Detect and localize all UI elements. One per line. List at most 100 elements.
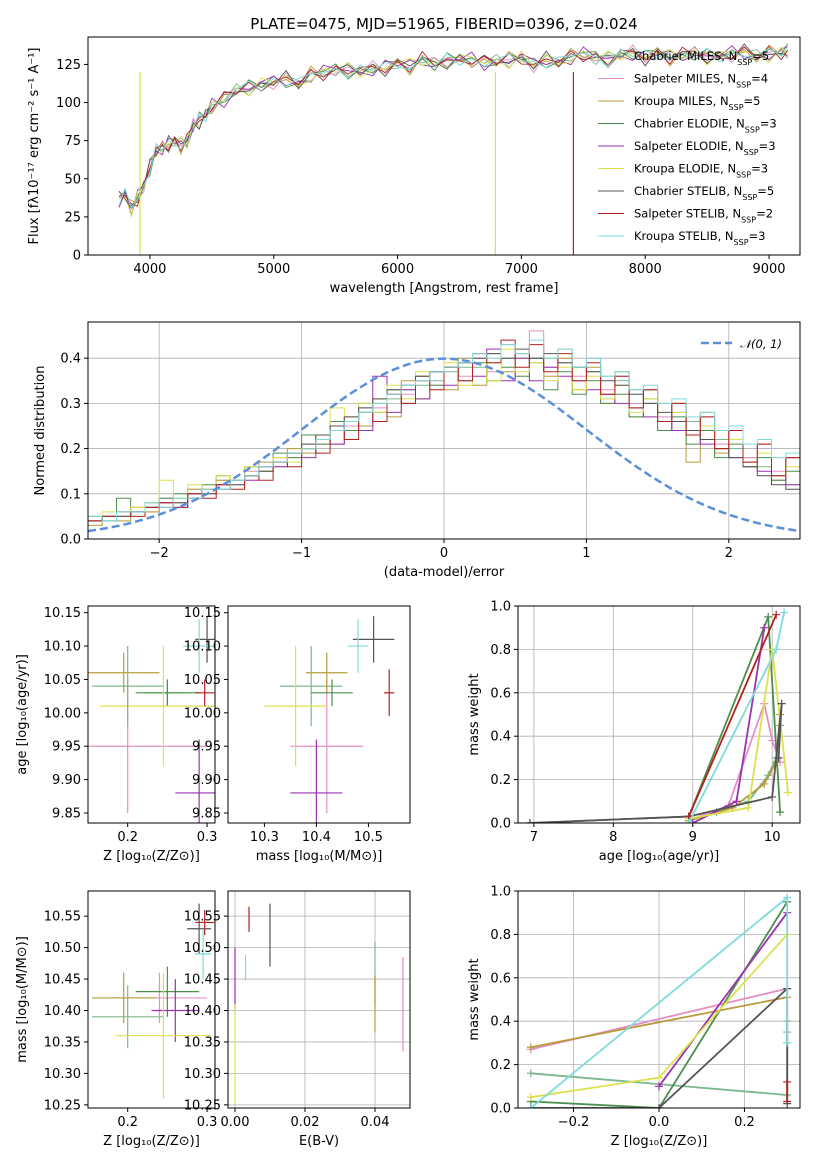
x-tick-label: 9000 [752,262,785,277]
x-axis-label: Z [log₁₀(Z/Z⊙)] [103,1134,200,1149]
y-tick-label: 0.2 [490,773,511,788]
series-line [530,996,788,1049]
y-tick-label: 9.95 [192,740,221,755]
error-bar [187,903,212,954]
x-tick-label: 10.3 [250,830,279,845]
series-marker [760,623,769,632]
error-bar [195,909,215,936]
series-marker [526,1069,535,1078]
x-tick-label: 0.3 [197,1115,218,1130]
x-axis-label: E(B-V) [299,1134,339,1149]
error-bar [280,646,343,727]
x-tick-label: 2 [725,546,733,561]
plot-area [234,903,404,1105]
error-bar [151,979,200,1042]
chart-panel-3: 0.2 0.3 9.85 9.90 9.95 10.00 10.05 10.10 10.15 Z … [15,605,218,864]
y-tick-label: 10.30 [44,1067,81,1082]
chart-panel-7: 0.00 0.02 0.04 10.25 10.30 10.35 10.40 10.45 10.… [184,890,411,1149]
axes-frame [227,605,411,824]
series-marker [655,1104,663,1108]
y-tick-label: 10.50 [44,941,81,956]
error-bar [91,972,156,1024]
spectrum-line [118,46,788,218]
series-marker [655,1073,663,1082]
y-tick-label: 1.0 [490,600,511,615]
series-marker [772,645,781,654]
y-tick-label: 10.25 [44,1098,81,1113]
legend: Chabrier MILES, NSSP=5 Salpeter MILES, NS… [598,49,777,247]
y-tick-label: 10.35 [44,1035,81,1050]
y-axis-label: mass [log₁₀(M/M⊙)] [15,936,30,1063]
y-tick-label: 0.0 [60,533,81,548]
y-tick-label: 10.15 [44,606,81,621]
series-marker [732,797,741,806]
plot-area [91,903,215,1099]
x-tick-label: 9 [689,830,697,845]
y-tick-label: 9.90 [52,773,81,788]
x-tick-label: 0.3 [197,830,218,845]
y-axis-label: Flux [fλ10⁻¹⁷ erg cm⁻² s⁻¹ A⁻¹] [27,48,42,245]
x-tick-label: 0.00 [221,1115,250,1130]
plot-area [264,616,395,823]
x-axis-label: age [log₁₀(age/yr)] [599,849,720,864]
y-tick-label: 0.8 [490,643,511,658]
error-bar [175,739,215,823]
error-bar [352,616,395,663]
legend-entry: Chabrier ELODIE, NSSP=3 [634,117,777,135]
x-tick-label: 1 [582,546,590,561]
series-line [687,614,778,817]
y-tick-label: 0.0 [490,817,511,832]
axes-frame [87,890,216,1109]
legend-entry: 𝒩(0, 1) [740,337,782,351]
y-tick-label: 0.3 [60,397,81,412]
y-tick-label: 50 [64,172,81,187]
plot-area [88,330,800,539]
error-bar [99,646,215,767]
chart-panel-8: −0.2 0.0 0.2 0.0 0.2 0.4 0.6 0.8 1.0 Z [log₁₀(Z/Z… [467,885,801,1149]
series-marker [526,1093,535,1102]
x-tick-label: 0.0 [649,1115,670,1130]
axes-frame [517,605,801,824]
legend-entry: Kroupa ELODIE, NSSP=3 [634,162,768,180]
x-tick-label: 7 [530,830,538,845]
y-tick-label: 9.90 [192,773,221,788]
y-tick-label: 10.40 [184,1004,221,1019]
y-tick-label: 9.85 [52,806,81,821]
error-bar [88,652,160,693]
y-tick-label: 10.55 [44,910,81,925]
series-marker [655,1082,663,1091]
y-axis-label: Normed distribution [33,366,48,496]
series-line [658,912,788,1087]
y-tick-label: 10.50 [184,941,221,956]
normal-reference-curve [88,357,800,533]
series-marker [768,792,777,801]
y-tick-label: 9.95 [52,740,81,755]
error-bar [306,652,348,693]
series-marker [783,1038,792,1047]
error-bar [135,679,200,707]
error-bar [115,972,212,1099]
series-marker [783,1077,792,1086]
series-line [529,616,781,823]
series-marker [526,1104,535,1108]
series-marker [784,788,793,797]
spectrum-line [118,43,788,210]
x-tick-label: 0.04 [361,1115,390,1130]
series-marker [783,1097,792,1106]
error-bar [195,679,215,707]
y-tick-label: 0.4 [60,352,81,367]
y-tick-label: 25 [64,210,81,225]
y-tick-label: 0.6 [490,686,511,701]
x-tick-label: 0.2 [734,1115,755,1130]
x-tick-label: 10.5 [354,830,383,845]
error-bar [384,669,395,717]
legend-entry: Kroupa MILES, NSSP=5 [634,94,760,112]
y-tick-label: 0.2 [60,442,81,457]
x-tick-label: 6000 [381,262,414,277]
y-tick-label: 10.15 [184,606,221,621]
x-axis-label: mass [log₁₀(M/M⊙)] [256,849,383,864]
y-axis-label: mass weight [467,673,482,755]
error-bar [91,985,164,1049]
series-marker [525,819,534,823]
